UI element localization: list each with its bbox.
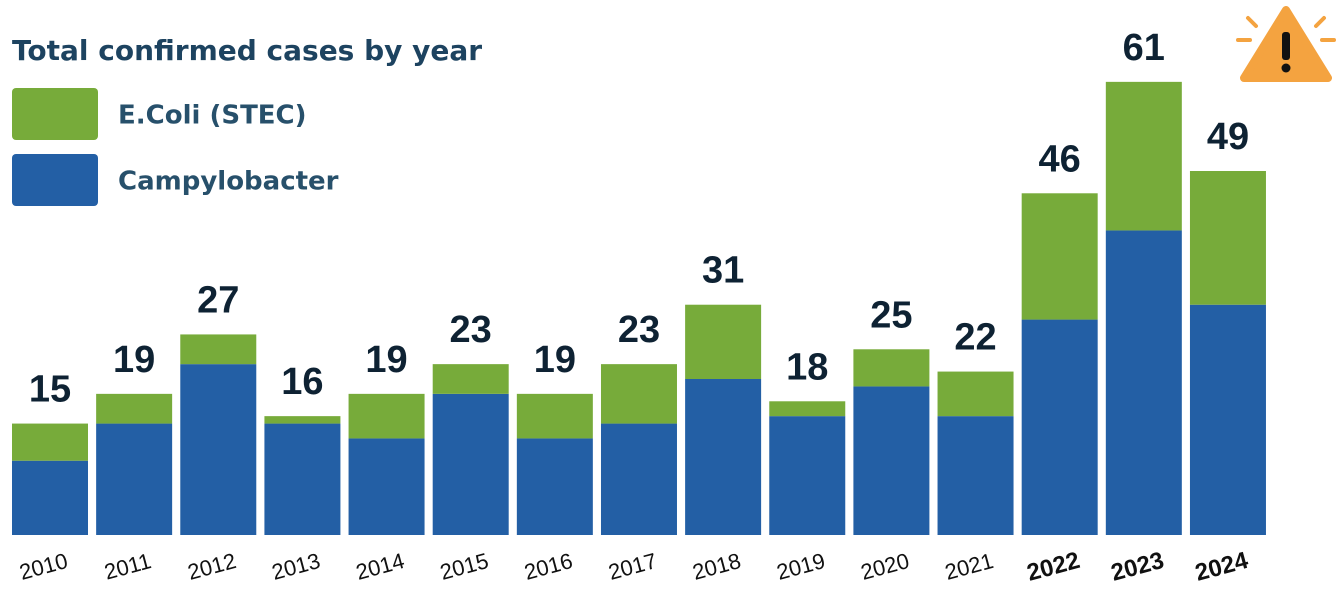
x-tick-label: 2021 — [942, 548, 996, 585]
total-label: 46 — [1039, 138, 1081, 180]
legend-label: Campylobacter — [118, 167, 339, 197]
total-label: 61 — [1123, 27, 1165, 69]
total-label: 49 — [1207, 116, 1249, 158]
x-tick-label: 2014 — [353, 548, 407, 585]
total-label: 18 — [786, 346, 828, 388]
total-label: 22 — [954, 317, 996, 359]
bar-segment — [516, 393, 593, 439]
bar-segment — [432, 364, 509, 394]
bar-segment — [769, 416, 846, 535]
x-tick-label: 2022 — [1024, 547, 1083, 587]
x-tick-label: 2017 — [606, 548, 660, 585]
x-tick-label: 2010 — [17, 548, 71, 585]
warning-icon — [1236, 6, 1336, 82]
bar-segment — [1021, 319, 1098, 535]
x-tick-label: 2023 — [1108, 547, 1167, 587]
bar-segment — [1189, 171, 1266, 305]
bar-segment — [180, 334, 257, 365]
bar-segment — [264, 423, 341, 535]
bar-segment — [1105, 230, 1182, 535]
bar-segment — [12, 423, 88, 461]
bar-segment — [516, 438, 593, 535]
bar-segment — [600, 364, 677, 424]
x-tick-label: 2012 — [185, 548, 239, 585]
x-tick-label: 2013 — [269, 548, 323, 585]
total-label: 23 — [618, 309, 660, 351]
x-tick-label: 2024 — [1192, 547, 1251, 587]
bar-segment — [937, 416, 1014, 535]
bar-segment — [1021, 193, 1098, 320]
total-label: 31 — [702, 250, 744, 292]
x-tick-label: 2016 — [522, 548, 576, 585]
bar-segment — [685, 379, 762, 535]
bar-segment — [853, 349, 930, 387]
bar-segment — [348, 393, 425, 439]
total-label: 19 — [365, 339, 407, 381]
legend-swatch — [12, 88, 98, 140]
bar-segment — [1105, 81, 1182, 231]
bar-segment — [348, 438, 425, 535]
legend-label: E.Coli (STEC) — [118, 101, 307, 131]
x-tick-label: 2015 — [437, 548, 491, 585]
total-label: 15 — [29, 369, 71, 411]
bar-segment — [937, 371, 1014, 417]
x-tick-label: 2019 — [774, 548, 828, 585]
total-label: 27 — [197, 279, 239, 321]
total-label: 19 — [534, 339, 576, 381]
bar-segment — [96, 393, 173, 424]
total-label: 16 — [281, 361, 323, 403]
total-label: 25 — [870, 294, 912, 336]
total-label: 19 — [113, 339, 155, 381]
bar-segment — [685, 304, 762, 379]
bar-segment — [853, 386, 930, 535]
bar-segment — [12, 460, 88, 535]
bar-segment — [432, 393, 509, 535]
chart-title: Total confirmed cases by year — [12, 34, 482, 67]
bar-segment — [769, 401, 846, 417]
bar-segment — [1189, 304, 1266, 535]
bar-segment — [96, 423, 173, 535]
x-tick-label: 2018 — [690, 548, 744, 585]
bar-segment — [600, 423, 677, 535]
x-tick-label: 2020 — [858, 548, 912, 585]
bar-segment — [264, 416, 341, 424]
legend-swatch — [12, 154, 98, 206]
total-label: 23 — [450, 309, 492, 351]
bar-segment — [180, 364, 257, 535]
x-tick-label: 2011 — [102, 548, 154, 584]
